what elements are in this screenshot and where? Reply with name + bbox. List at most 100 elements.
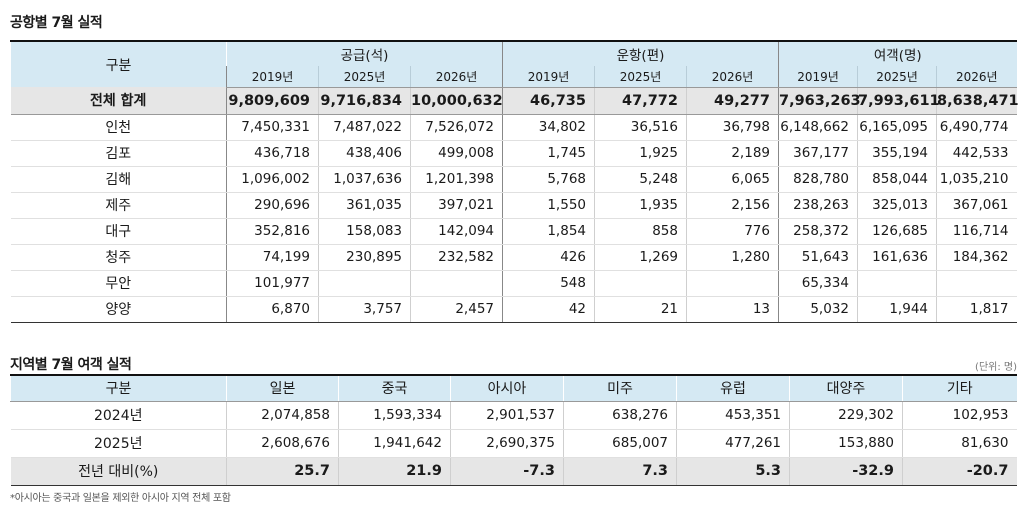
table-cell: -32.9 (789, 456, 903, 486)
table-cell: 9,716,834 (318, 87, 411, 115)
table-cell: 2,189 (686, 140, 779, 167)
table-cell: 426 (502, 244, 595, 271)
table-cell: 828,780 (778, 166, 858, 193)
table-row: 무안 101,977 548 65,334 (10, 270, 1017, 297)
table-cell: 7,526,072 (410, 114, 503, 141)
table-cell (935, 270, 1017, 297)
table-row: 2025년 2,608,676 1,941,642 2,690,375 685,007 4… (10, 429, 1017, 458)
table-cell: 47,772 (594, 87, 687, 115)
table-cell: 42 (502, 296, 595, 323)
table-cell: 6,148,662 (778, 114, 858, 141)
table-cell: 36,798 (686, 114, 779, 141)
table-cell: 7,487,022 (318, 114, 411, 141)
header-region: 유럽 (676, 374, 790, 402)
header-region: 중국 (338, 374, 451, 402)
table-cell: 34,802 (502, 114, 595, 141)
table-row: 인천 7,450,331 7,487,022 7,526,072 34,802 36,51… (10, 114, 1017, 141)
table-cell: 184,362 (935, 244, 1017, 271)
table-cell: 1,941,642 (338, 429, 451, 458)
table-cell: 453,351 (676, 401, 790, 430)
table-cell: 49,277 (686, 87, 779, 115)
table-cell: 685,007 (563, 429, 677, 458)
row-label: 인천 (10, 114, 227, 141)
table-cell: 776 (686, 218, 779, 245)
table-cell: 158,083 (318, 218, 411, 245)
table-cell: 325,013 (857, 192, 937, 219)
table-cell: 1,944 (857, 296, 937, 323)
unit-label: (단위: 명) (975, 362, 1017, 373)
header-year: 2026년 (410, 66, 503, 88)
table-cell: 8,638,471 (935, 87, 1019, 115)
row-label: 전년 대비(%) (10, 456, 227, 486)
table-cell: 1,269 (594, 244, 687, 271)
table-cell: 361,035 (318, 192, 411, 219)
table-cell: 499,008 (410, 140, 503, 167)
table-cell: 10,000,632 (410, 87, 503, 115)
header-year: 2025년 (594, 66, 687, 88)
header-gubun: 구분 (10, 40, 227, 87)
airport-performance-table: 구분 공급(석) 운항(편) 여객(명) 2019년 2025년 2026년 2… (10, 40, 1019, 323)
table-cell: 232,582 (410, 244, 503, 271)
table-cell: 13 (686, 296, 779, 323)
table-cell: 1,854 (502, 218, 595, 245)
table-cell: 1,550 (502, 192, 595, 219)
table-row: 양양 6,870 3,757 2,457 42 21 13 5,032 1,944 1,817 (10, 296, 1017, 323)
header-year: 2025년 (318, 66, 411, 88)
table-cell: 2,074,858 (226, 401, 339, 430)
table-cell (594, 270, 687, 297)
table-cell: 102,953 (902, 401, 1017, 430)
table-cell: 25.7 (226, 456, 339, 486)
table-cell: 5.3 (676, 456, 790, 486)
table-cell: 81,630 (902, 429, 1017, 458)
table-cell: 1,035,210 (935, 166, 1017, 193)
row-label: 전체 합계 (10, 87, 227, 115)
table-cell (857, 270, 937, 297)
footnote: *아시아는 중국과 일본을 제외한 아시아 지역 전체 포함 (10, 493, 231, 504)
row-label: 양양 (10, 296, 227, 323)
header-year: 2026년 (686, 66, 779, 88)
header-year: 2026년 (935, 66, 1017, 88)
table-cell: 2,690,375 (450, 429, 564, 458)
header-region: 아시아 (450, 374, 564, 402)
header-region: 기타 (902, 374, 1017, 402)
table-cell: 230,895 (318, 244, 411, 271)
table-cell: 21 (594, 296, 687, 323)
header-supply: 공급(석) (226, 40, 503, 66)
table-cell: 2,457 (410, 296, 503, 323)
table-row: 2024년 2,074,858 1,593,334 2,901,537 638,276 4… (10, 401, 1017, 430)
table-cell: 1,745 (502, 140, 595, 167)
table-cell: 1,935 (594, 192, 687, 219)
table-cell: 153,880 (789, 429, 903, 458)
row-label: 2025년 (10, 429, 227, 458)
airport-table-title: 공항별 7월 실적 (10, 15, 103, 31)
table-cell: 858,044 (857, 166, 937, 193)
table-cell: 229,302 (789, 401, 903, 430)
row-label: 대구 (10, 218, 227, 245)
header-gubun: 구분 (10, 374, 227, 402)
total-row: 전체 합계 9,809,609 9,716,834 10,000,632 46,735 4… (10, 87, 1019, 115)
table-cell: 355,194 (857, 140, 937, 167)
table-cell: 438,406 (318, 140, 411, 167)
table-cell: 5,248 (594, 166, 687, 193)
table-cell: -7.3 (450, 456, 564, 486)
table-cell: 6,065 (686, 166, 779, 193)
table-cell: 101,977 (226, 270, 319, 297)
table-cell: 1,280 (686, 244, 779, 271)
table-cell (410, 270, 503, 297)
table-cell: 74,199 (226, 244, 319, 271)
row-label: 제주 (10, 192, 227, 219)
table-cell: 2,608,676 (226, 429, 339, 458)
table-cell: 5,768 (502, 166, 595, 193)
table-cell: 7,963,263 (778, 87, 861, 115)
table-cell: 1,593,334 (338, 401, 451, 430)
table-cell (686, 270, 779, 297)
row-label: 김해 (10, 166, 227, 193)
header-passengers: 여객(명) (777, 40, 1017, 66)
table-cell: 1,201,398 (410, 166, 503, 193)
table-row: 청주 74,199 230,895 232,582 426 1,269 1,280 51,64… (10, 244, 1017, 271)
header-region: 일본 (226, 374, 339, 402)
table-cell: 548 (502, 270, 595, 297)
table-cell: 367,061 (935, 192, 1017, 219)
header-region: 미주 (563, 374, 677, 402)
table-cell: 258,372 (778, 218, 858, 245)
